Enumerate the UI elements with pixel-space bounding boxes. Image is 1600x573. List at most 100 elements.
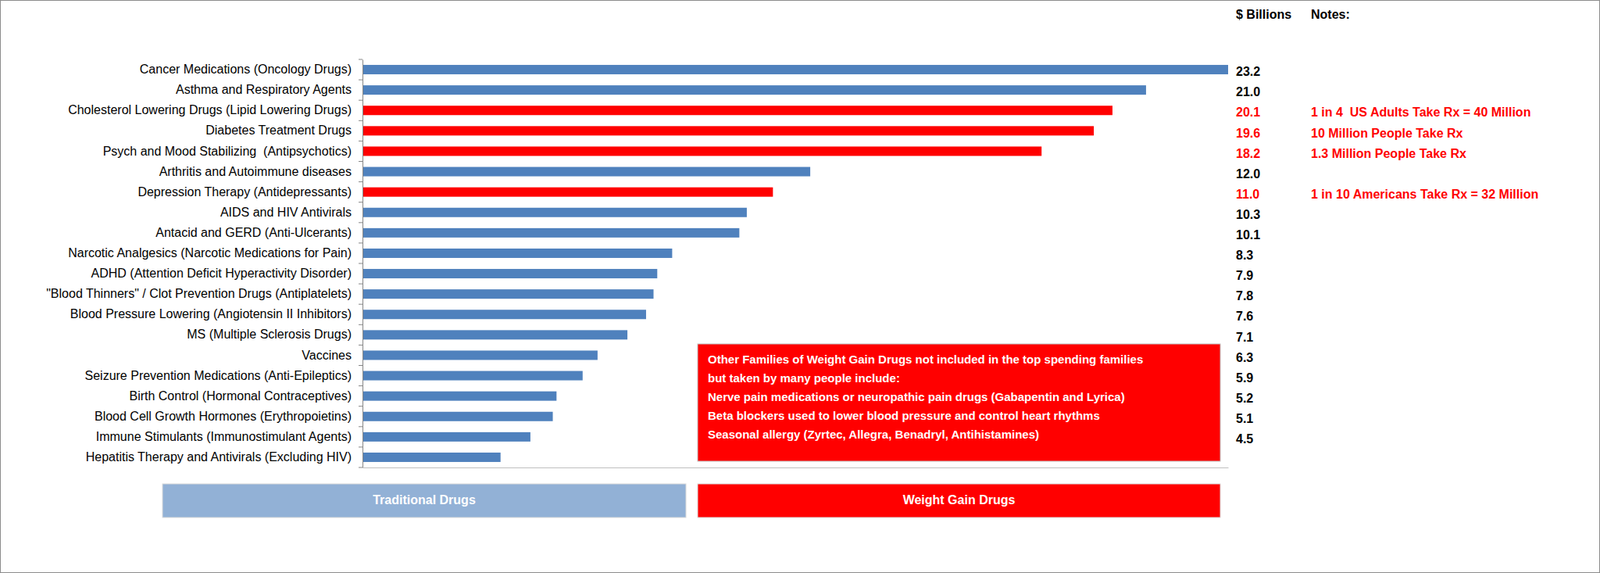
- note: 1 in 4 US Adults Take Rx = 40 Million: [1310, 105, 1531, 119]
- y-separator-tick: [358, 59, 363, 61]
- notes: 1 in 4 US Adults Take Rx = 40 Million10 …: [1310, 105, 1539, 200]
- data-label: 12.0: [1235, 167, 1261, 181]
- legend-label: Weight Gain Drugs: [903, 492, 1016, 507]
- y-separator-tick: [358, 467, 363, 468]
- value-label-title: $ Billions: [1235, 7, 1292, 22]
- bar: [362, 309, 647, 319]
- y-tick: MS (Multiple Sclerosis Drugs): [186, 327, 363, 341]
- y-tick: Birth Control (Hormonal Contraceptives): [128, 389, 363, 403]
- bar: [362, 207, 747, 218]
- y-tick: Psych and Mood Stabilizing (Antipsychoti…: [103, 144, 363, 158]
- y-tick: Blood Cell Growth Hormones (Erythropoiet…: [94, 409, 363, 423]
- y-tick: Diabetes Treatment Drugs: [205, 123, 363, 137]
- legend-box: [162, 483, 686, 518]
- note: 1.3 Million People Take Rx: [1310, 146, 1467, 161]
- data-labels: 23.221.012.010.310.18.37.97.87.67.16.35.…: [1235, 64, 1261, 446]
- y-separator-tick: [358, 79, 363, 81]
- y-tick: Arthritis and Autoimmune diseases: [159, 164, 363, 179]
- data-label: 7.6: [1235, 309, 1254, 323]
- y-tick: Antacid and GERD (Anti-Ulcerants): [155, 225, 363, 240]
- y-tick: Seizure Prevention Medications (Anti-Epi…: [85, 368, 363, 383]
- annotation-line: Other Families of Weight Gain Drugs not …: [707, 352, 1143, 366]
- bar: [362, 228, 740, 238]
- y-tick: ADHD (Attention Deficit Hyperactivity Di…: [91, 266, 363, 280]
- data-label: 8.3: [1235, 248, 1254, 262]
- legend-label: Traditional Drugs: [372, 492, 476, 507]
- data-label: 7.9: [1235, 268, 1254, 283]
- legend-item: Weight Gain Drugs: [697, 483, 1221, 518]
- y-separator-tick: [358, 100, 363, 101]
- legend-item: Traditional Drugs: [162, 483, 686, 518]
- y-separator-tick: [358, 283, 363, 285]
- y-tick-label: Diabetes Treatment Drugs: [205, 123, 352, 137]
- y-tick: Vaccines: [301, 348, 363, 362]
- x-axis: [363, 467, 1229, 468]
- y-separator-tick: [358, 303, 363, 305]
- y-tick-label: MS (Multiple Sclerosis Drugs): [186, 327, 352, 341]
- y-separator-tick: [358, 446, 363, 447]
- y-tick-label: Cancer Medications (Oncology Drugs): [139, 62, 352, 76]
- y-tick-label: Vaccines: [301, 348, 352, 362]
- y-separator-tick: [358, 263, 363, 265]
- bar: [362, 146, 1042, 156]
- bar: [362, 268, 658, 279]
- y-tick-label: Psych and Mood Stabilizing (Antipsychoti…: [103, 144, 352, 158]
- annotation-line: Beta blockers used to lower blood pressu…: [707, 408, 1100, 422]
- data-label: 21.0: [1235, 85, 1261, 99]
- y-tick-label: Asthma and Respiratory Agents: [175, 82, 352, 97]
- y-separator-tick: [358, 385, 363, 386]
- y-tick-label: Birth Control (Hormonal Contraceptives): [128, 389, 352, 403]
- bar: [362, 85, 1147, 95]
- data-label: 18.2: [1235, 146, 1261, 161]
- annotation: Other Families of Weight Gain Drugs not …: [697, 343, 1221, 461]
- bar: [362, 350, 598, 360]
- y-tick: Blood Pressure Lowering (Angiotensin II …: [70, 307, 363, 321]
- data-label: 4.5: [1235, 432, 1254, 446]
- bar: [362, 105, 1113, 115]
- legend: Traditional Drugs Weight Gain Drugs: [162, 483, 1221, 518]
- data-label: 19.6: [1235, 126, 1261, 140]
- notes-title: Notes:: [1310, 7, 1350, 22]
- bar: [362, 452, 501, 462]
- data-label: 11.0: [1235, 187, 1260, 201]
- annotation-line: but taken by many people include:: [707, 371, 900, 385]
- data-label: 5.9: [1235, 371, 1254, 385]
- bar: [362, 371, 583, 381]
- y-tick: "Blood Thinners" / Clot Prevention Drugs…: [46, 286, 363, 300]
- data-label: 6.3: [1235, 350, 1254, 365]
- legend-box: [697, 483, 1221, 518]
- note: 1 in 10 Americans Take Rx = 32 Million: [1310, 187, 1539, 201]
- y-separator-tick: [358, 405, 363, 407]
- y-tick-label: Blood Cell Growth Hormones (Erythropoiet…: [94, 409, 352, 423]
- y-separator-tick: [358, 181, 363, 183]
- y-tick: Depression Therapy (Antidepressants): [137, 185, 363, 199]
- y-tick: Narcotic Analgesics (Narcotic Medication…: [67, 246, 363, 260]
- y-separator-tick: [358, 201, 363, 203]
- data-label: 23.2: [1235, 64, 1261, 79]
- data-label: 5.1: [1235, 411, 1254, 425]
- y-separator-tick: [358, 160, 363, 162]
- y-separator-tick: [358, 364, 363, 366]
- y-tick-label: Cholesterol Lowering Drugs (Lipid Loweri…: [67, 103, 352, 117]
- bar: [362, 125, 1094, 136]
- y-tick-label: "Blood Thinners" / Clot Prevention Drugs…: [46, 286, 352, 300]
- y-separator-tick: [358, 221, 363, 223]
- bars: [362, 64, 1229, 462]
- annotation-box: [697, 343, 1221, 461]
- bar: [362, 289, 654, 299]
- y-separator-tick: [358, 140, 363, 142]
- y-tick-label: Depression Therapy (Antidepressants): [137, 185, 352, 199]
- data-label: 10.3: [1235, 207, 1261, 222]
- y-tick: Asthma and Respiratory Agents: [175, 82, 363, 97]
- bar: [362, 248, 672, 258]
- y-tick: Immune Stimulants (Immunostimulant Agent…: [96, 429, 363, 443]
- y-tick-label: ADHD (Attention Deficit Hyperactivity Di…: [91, 266, 352, 280]
- y-tick-label: Arthritis and Autoimmune diseases: [159, 164, 352, 179]
- y-separator-tick: [358, 120, 363, 122]
- bar: [362, 167, 811, 177]
- outer-frame: [0, 0, 1600, 573]
- bar: [362, 329, 628, 340]
- y-tick-label: Hepatitis Therapy and Antivirals (Exclud…: [85, 450, 352, 464]
- y-separator-tick: [358, 242, 363, 243]
- annotation-line: Nerve pain medications or neuropathic pa…: [707, 389, 1125, 404]
